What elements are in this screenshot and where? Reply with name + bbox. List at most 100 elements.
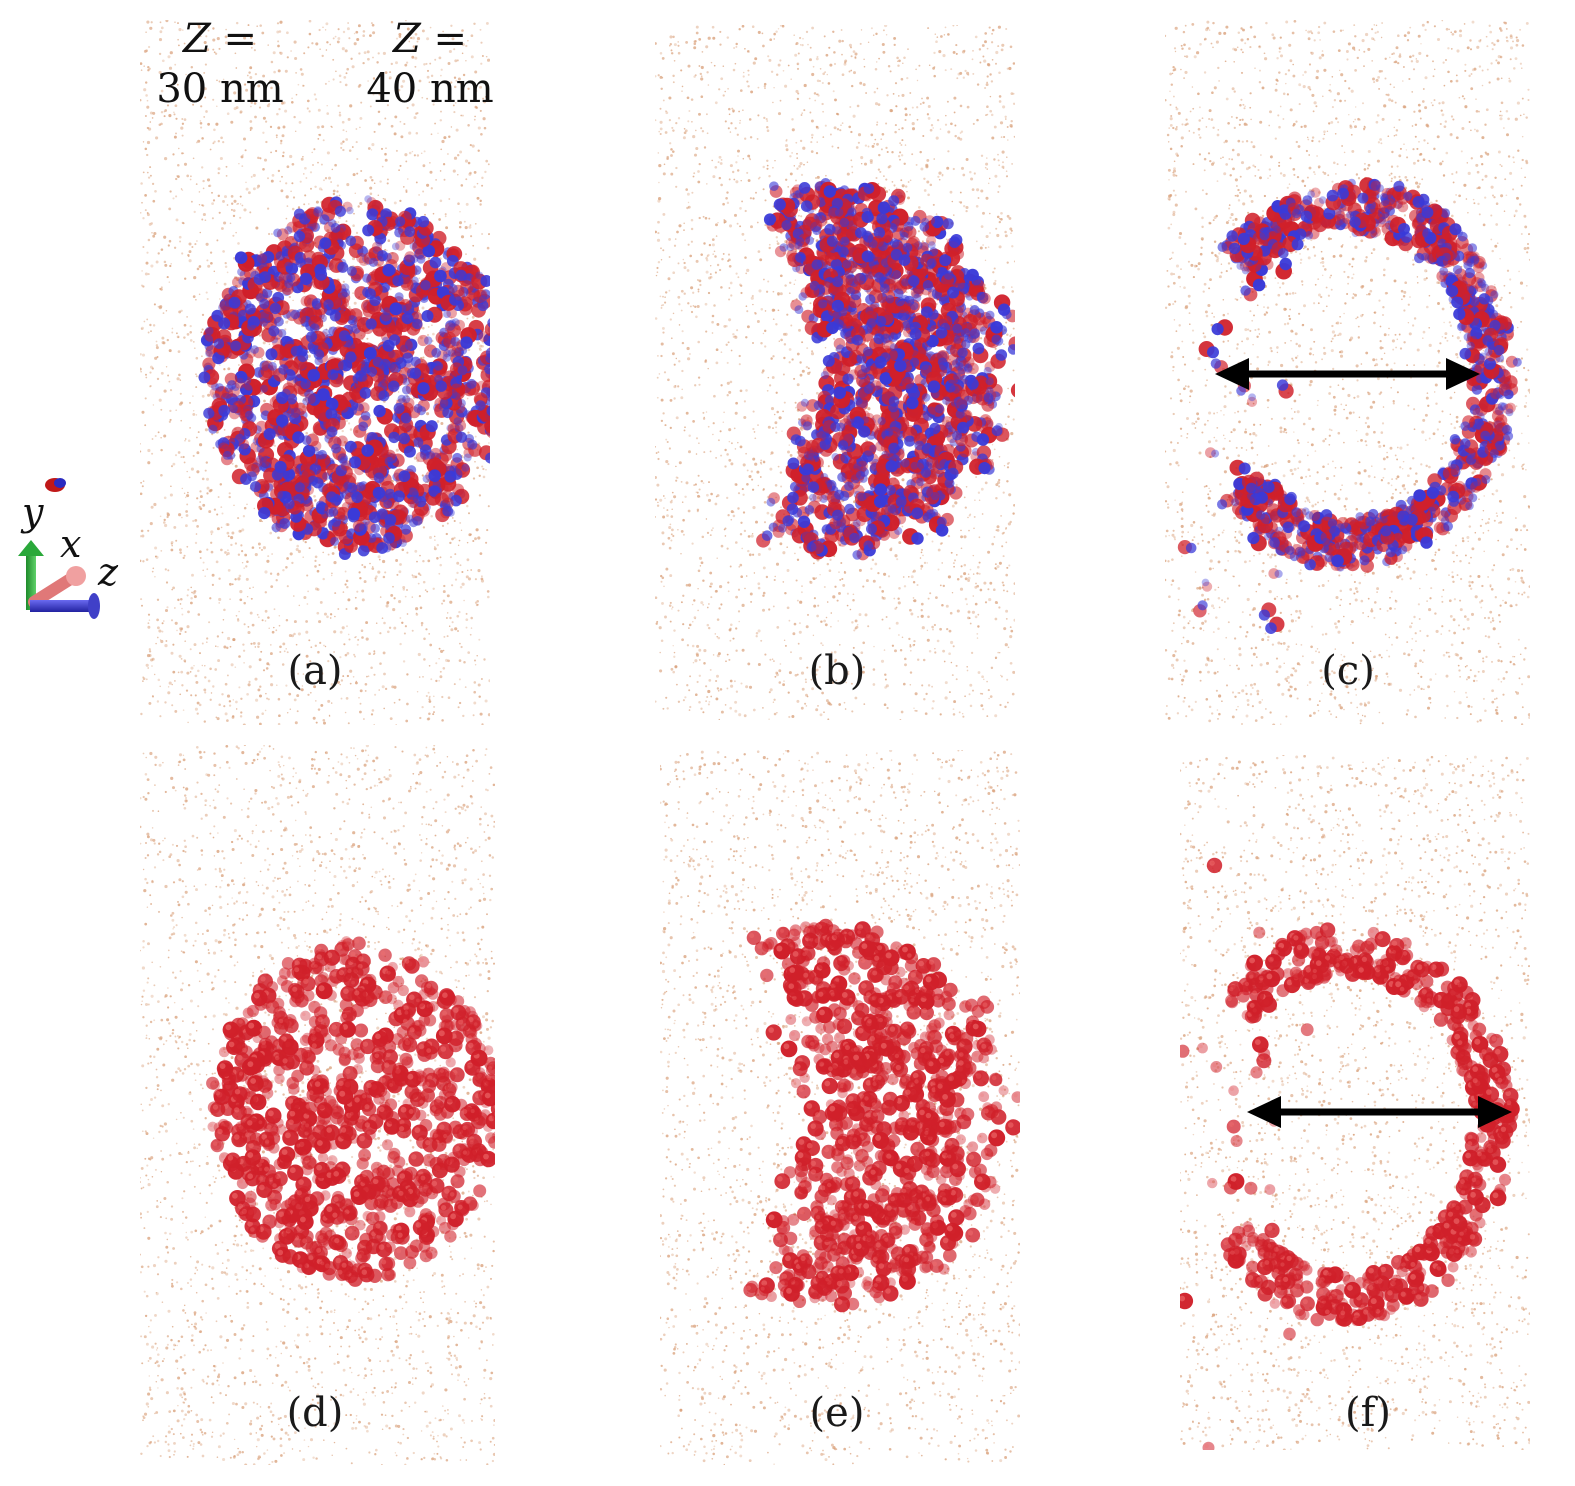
particle-blue-end: [795, 189, 804, 199]
particle-blue-end: [1440, 516, 1450, 525]
particle: [797, 241, 809, 253]
particle-blue-end: [402, 385, 411, 395]
particle-blue-end: [461, 463, 470, 472]
particle-blue-end: [985, 310, 995, 320]
particle-blue-end: [1470, 327, 1483, 340]
particle-blue-end: [456, 406, 468, 418]
particle-blue-end: [808, 493, 817, 502]
particle-blue-end: [429, 256, 442, 269]
panel-a-image: [140, 20, 490, 725]
particle-blue-end: [1489, 449, 1499, 458]
particle-blue-end: [313, 207, 323, 217]
particle: [942, 425, 954, 436]
particle-highlight: [395, 1225, 402, 1232]
particle-blue-end: [378, 390, 390, 402]
particle-blue-end: [1403, 191, 1413, 201]
particle-blue-end: [237, 374, 246, 383]
particle-blue-end: [362, 224, 375, 237]
particle-blue-end: [1451, 296, 1464, 309]
particle-blue-end: [455, 431, 468, 443]
particle-blue-end: [995, 349, 1008, 361]
particle-blue-end: [460, 336, 473, 349]
particle-blue-end: [936, 516, 947, 527]
particle-blue-end: [218, 303, 226, 312]
particle-blue-end: [1355, 512, 1365, 521]
particle-blue-end: [1385, 205, 1395, 216]
particle-blue-end: [876, 212, 888, 225]
particle-blue-end: [265, 348, 278, 361]
particle-blue-end: [245, 410, 254, 420]
particle-blue-end: [413, 437, 424, 448]
particle-blue-end: [969, 328, 981, 339]
particle-cluster: [1177, 177, 1522, 634]
particle-blue-end: [942, 218, 954, 230]
particle-blue-end: [822, 431, 830, 439]
particle-blue-end: [781, 220, 792, 231]
particle-highlight: [275, 1173, 281, 1180]
particle-blue-end: [1512, 357, 1522, 367]
particle-blue-end: [1380, 197, 1390, 206]
particle-blue-end: [1297, 547, 1306, 557]
particle-blue-end: [877, 417, 886, 426]
particle: [1291, 544, 1303, 556]
particle-blue-end: [341, 406, 354, 420]
particle-blue-end: [384, 456, 394, 466]
particle: [352, 936, 366, 951]
particle: [1010, 383, 1015, 398]
particle-blue-end: [976, 433, 990, 446]
particle-blue-end: [1447, 490, 1460, 503]
particle-blue-end: [452, 452, 463, 463]
particle-blue-end: [299, 272, 313, 286]
particle-highlight: [419, 1003, 426, 1010]
particle-blue-end: [860, 362, 871, 373]
particle-blue-end: [934, 404, 945, 414]
particle-blue-end: [372, 246, 381, 255]
particle-blue-end: [355, 403, 364, 412]
particle-highlight: [333, 1171, 339, 1177]
particle-blue-end: [948, 236, 961, 248]
particle-blue-end: [1448, 460, 1457, 470]
particle-blue-end: [798, 292, 807, 301]
particle-blue-end: [1489, 309, 1499, 319]
particle-blue-end: [1452, 265, 1463, 275]
particle-blue-end: [916, 477, 925, 487]
particle-blue-end: [1336, 213, 1345, 223]
particle: [335, 451, 346, 462]
particle-blue-end: [920, 361, 929, 371]
particle-blue-end: [1460, 438, 1471, 449]
particle-blue-end: [339, 457, 348, 466]
particle-blue-end: [833, 226, 842, 235]
particle: [219, 300, 231, 312]
particle-blue-end: [343, 481, 353, 491]
particle: [979, 377, 991, 389]
particle-blue-end: [1475, 374, 1486, 384]
particle-blue-end: [1468, 493, 1478, 503]
particle-blue-end: [400, 344, 408, 353]
particle-cluster: [198, 195, 490, 560]
particle-blue-end: [1465, 501, 1474, 511]
particle-blue-end: [828, 205, 840, 217]
particle-blue-end: [451, 318, 460, 327]
particle-blue-end: [205, 326, 214, 336]
particle-blue-end: [426, 450, 436, 460]
particle-blue-end: [300, 378, 311, 390]
particle-blue-end: [1380, 525, 1392, 537]
particle-blue-end: [411, 491, 419, 499]
particle-blue-end: [227, 380, 237, 390]
particle-blue-end: [1497, 402, 1507, 411]
particle-blue-end: [939, 361, 949, 371]
particle-blue-end: [292, 431, 305, 444]
particle-blue-end: [345, 351, 357, 363]
particle-blue-end: [1484, 357, 1496, 370]
particle-blue-end: [779, 243, 789, 252]
particle-blue-end: [322, 472, 331, 481]
particle-blue-end: [804, 505, 815, 515]
particle-blue-end: [457, 365, 468, 376]
particle-highlight: [281, 1149, 288, 1155]
particle-blue-end: [895, 296, 905, 307]
particle-blue-end: [842, 259, 852, 269]
particle-blue-end: [242, 376, 252, 385]
particle-blue-end: [403, 254, 416, 267]
particle-blue-end: [466, 378, 477, 389]
particle-blue-end: [1478, 293, 1490, 305]
